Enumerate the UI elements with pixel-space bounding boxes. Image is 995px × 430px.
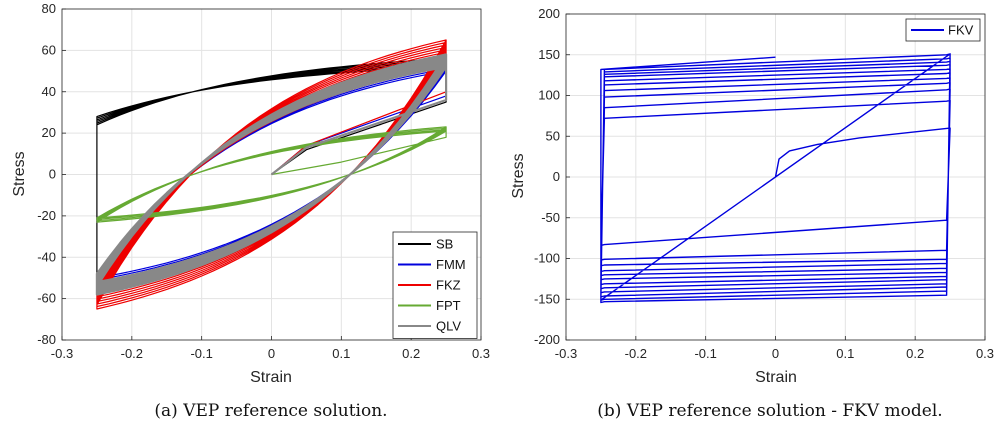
y-tick-label: -40 xyxy=(37,249,56,264)
y-tick-label: -60 xyxy=(37,291,56,306)
y-tick-label: 0 xyxy=(553,169,560,184)
y-tick-label: -200 xyxy=(534,332,560,347)
legend-label: QLV xyxy=(436,319,461,334)
tick-labels-a: -0.3 -0.2 -0.1 0 0.1 0.2 0.3 -80 -60 -40 -20 0 20 40 6… xyxy=(37,1,490,361)
series-group-a xyxy=(95,39,448,310)
x-tick-label: 0.1 xyxy=(332,346,350,361)
caption-b: (b) VEP reference solution - FKV model. xyxy=(597,401,942,421)
x-tick-label: 0.2 xyxy=(906,346,924,361)
legend-label: SB xyxy=(436,237,453,252)
legend-label: FKZ xyxy=(436,278,461,293)
caption-a: (a) VEP reference solution. xyxy=(154,401,387,421)
legend-label: FKV xyxy=(948,23,974,38)
y-tick-label: 200 xyxy=(538,6,560,21)
y-tick-label: 50 xyxy=(546,128,560,143)
legend-label: FPT xyxy=(436,298,461,313)
y-axis-label-b: Stress xyxy=(510,153,527,198)
y-tick-label: 20 xyxy=(42,125,56,140)
y-tick-label: 150 xyxy=(538,47,560,62)
x-tick-label: 0.2 xyxy=(402,346,420,361)
x-tick-label: -0.1 xyxy=(694,346,716,361)
y-tick-label: -80 xyxy=(37,332,56,347)
legend-label: FMM xyxy=(436,257,466,272)
chart-panel-a: -0.3 -0.2 -0.1 0 0.1 0.2 0.3 -80 -60 -40 -20 0 20 40 6… xyxy=(11,1,490,421)
series-line-fkv xyxy=(600,53,951,304)
x-tick-label: 0.3 xyxy=(472,346,490,361)
tick-labels-b: -0.3 -0.2 -0.1 0 0.1 0.2 0.3 -200 -150 -100 -50 0 50… xyxy=(534,6,994,361)
x-tick-label: -0.1 xyxy=(190,346,212,361)
x-tick-label: -0.2 xyxy=(625,346,647,361)
x-tick-label: -0.3 xyxy=(51,346,73,361)
x-tick-label: -0.3 xyxy=(555,346,577,361)
y-tick-label: -150 xyxy=(534,291,560,306)
x-tick-label: 0 xyxy=(772,346,779,361)
y-tick-label: -100 xyxy=(534,251,560,266)
series-line-qlv xyxy=(95,53,448,296)
x-axis-label-a: Strain xyxy=(250,369,292,386)
y-tick-label: 80 xyxy=(42,1,56,16)
x-tick-label: 0.1 xyxy=(836,346,854,361)
y-axis-label-a: Stress xyxy=(11,151,28,196)
series-group-b xyxy=(600,53,951,304)
y-tick-label: 0 xyxy=(49,167,56,182)
x-tick-label: -0.2 xyxy=(121,346,143,361)
x-tick-label: 0.3 xyxy=(976,346,994,361)
y-tick-label: 60 xyxy=(42,42,56,57)
chart-panel-b: -0.3 -0.2 -0.1 0 0.1 0.2 0.3 -200 -150 -100 -50 0 50… xyxy=(510,6,994,421)
series-line-fpt xyxy=(96,126,447,223)
y-tick-label: 100 xyxy=(538,88,560,103)
y-tick-label: -50 xyxy=(541,210,560,225)
y-tick-label: 40 xyxy=(42,84,56,99)
x-axis-label-b: Strain xyxy=(755,369,797,386)
legend-a: SB FMM FKZ FPT QLV xyxy=(392,231,478,339)
y-tick-label: -20 xyxy=(37,208,56,223)
legend-b: FKV xyxy=(905,18,981,42)
x-tick-label: 0 xyxy=(268,346,275,361)
